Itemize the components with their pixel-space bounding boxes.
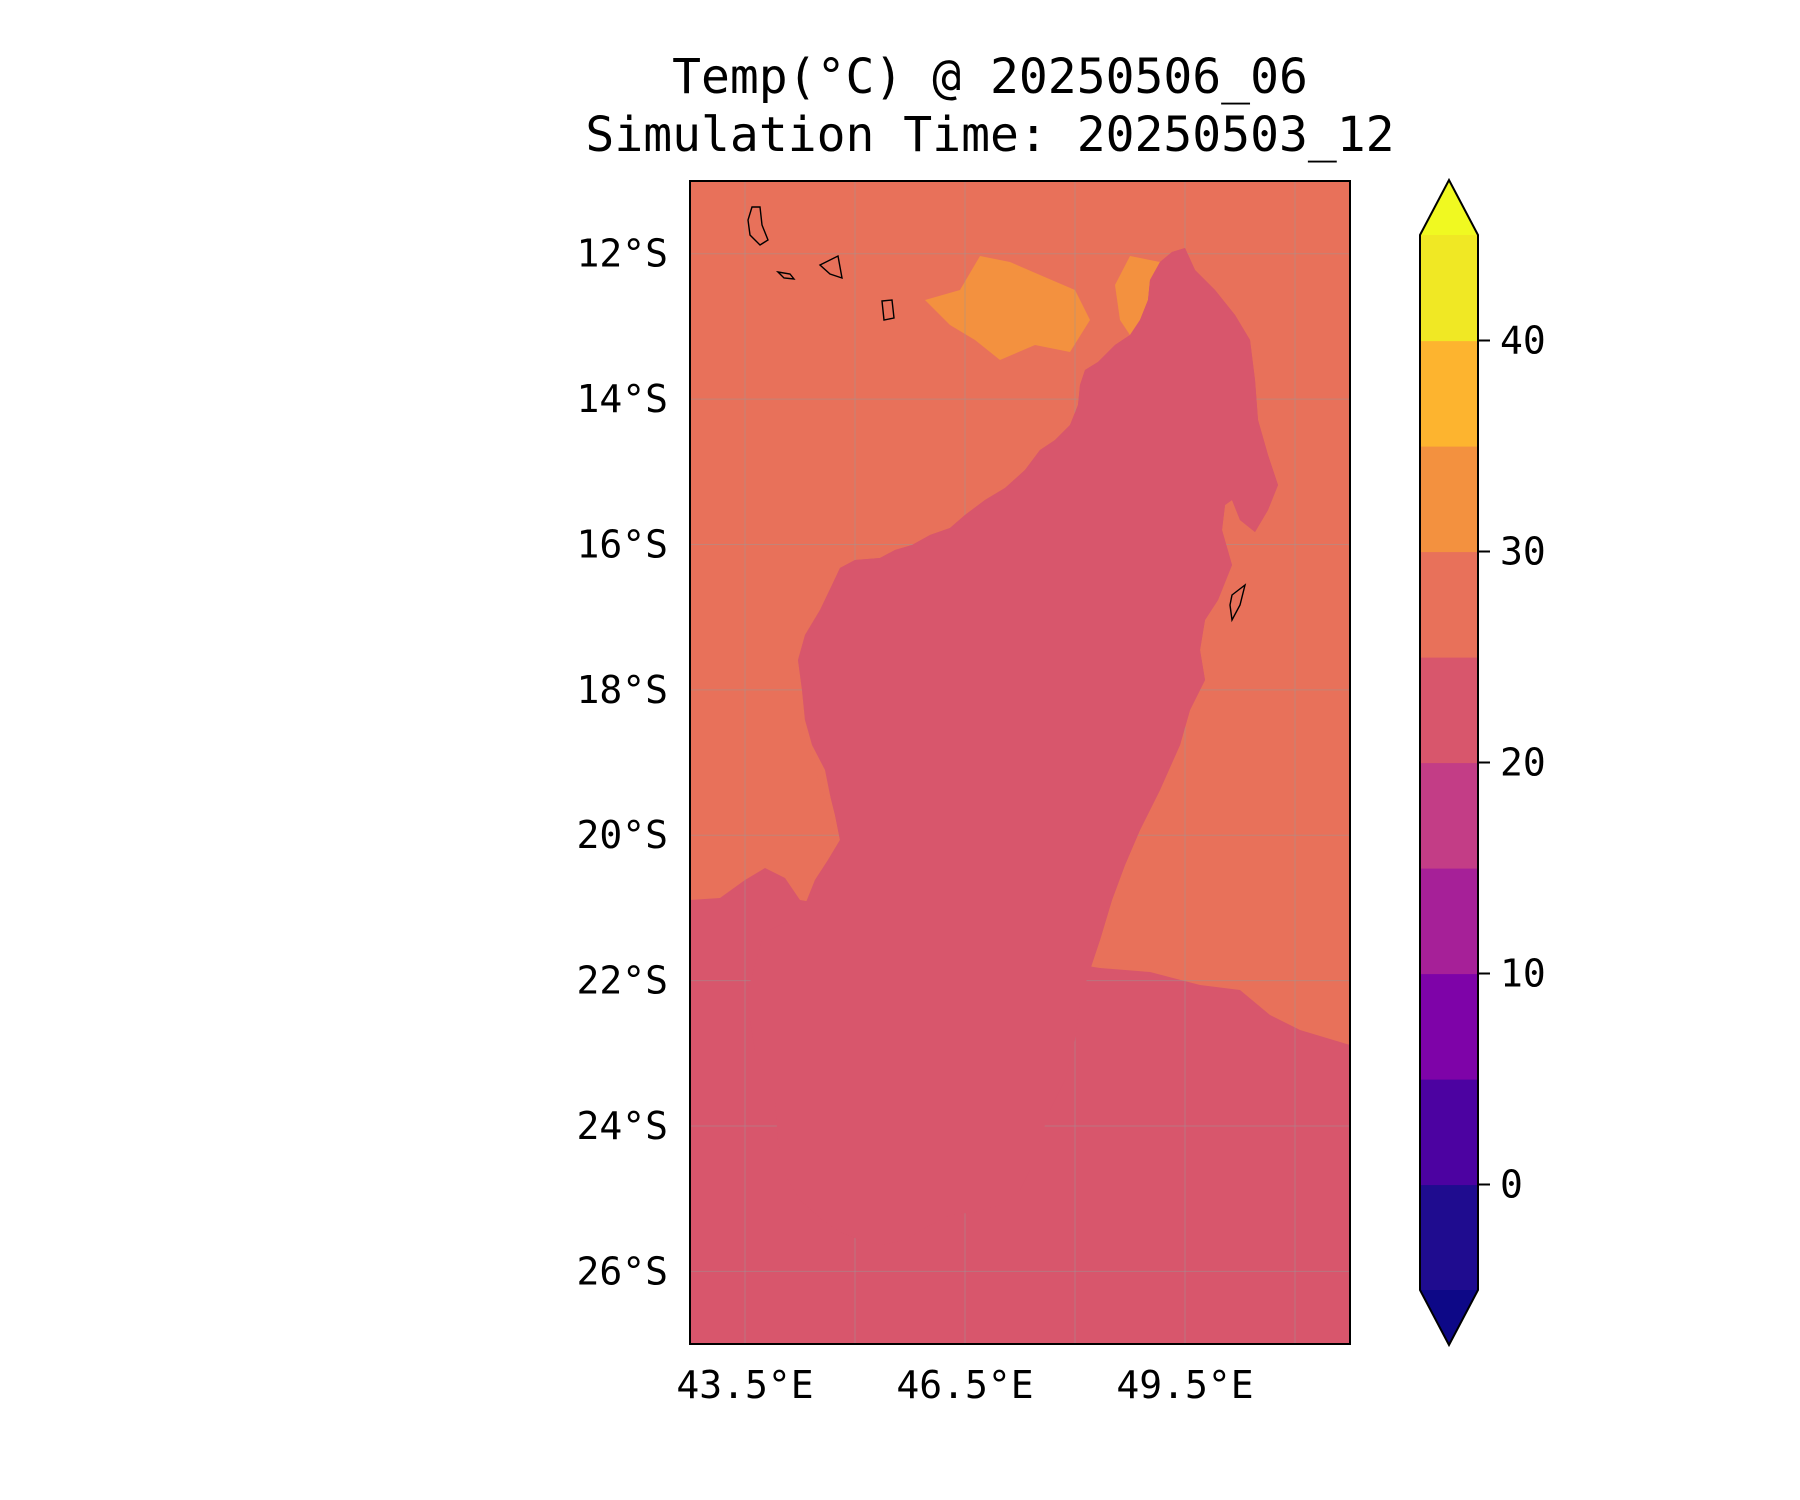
colorbar-tick-label: 0 [1500, 1163, 1523, 1207]
lat-tick-label: 16°S [576, 522, 668, 566]
colorbar-tick-label: 20 [1500, 741, 1546, 785]
colorbar-under-arrow [1420, 1290, 1478, 1345]
map-frame [689, 180, 1351, 1345]
lon-tick-label: 49.5°E [1116, 1363, 1253, 1407]
northern-warm-patch [925, 256, 1090, 360]
lat-tick-label: 26°S [576, 1249, 668, 1293]
lat-tick-label: 22°S [576, 959, 668, 1003]
colorbar-tick-label: 10 [1500, 952, 1546, 996]
colorbar: 0 10 20 30 40 [1419, 177, 1546, 1348]
colorbar-segment [1420, 551, 1478, 658]
colorbar-segment [1420, 446, 1478, 553]
ile-sainte-marie-outline [1229, 583, 1247, 623]
anjouan-outline [818, 254, 843, 280]
title-line-simulation-time: Simulation Time: 20250503_12 [585, 107, 1395, 163]
map-title: Temp(°C) @ 20250506_06 Simulation Time: … [540, 48, 1440, 164]
lon-tick-label: 43.5°E [676, 1363, 813, 1407]
colorbar-segment [1420, 1184, 1478, 1291]
colorbar-segment [1420, 868, 1478, 975]
grande-comore-outline [747, 206, 769, 246]
colorbar-outline [1419, 177, 1479, 1348]
lat-tick-label: 12°S [576, 232, 668, 276]
lat-tick-label: 18°S [576, 668, 668, 712]
lon-tick-label: 46.5°E [896, 1363, 1033, 1407]
colorbar-over-arrow [1420, 180, 1478, 235]
comoros-islands [747, 206, 895, 321]
colorbar-tick-label: 40 [1500, 319, 1546, 363]
colorbar-segment [1420, 235, 1478, 342]
title-line-valid-time: Temp(°C) @ 20250506_06 [672, 49, 1308, 105]
moheli-outline [775, 270, 796, 280]
colorbar-segment [1420, 1079, 1478, 1186]
colorbar-tick-label: 30 [1500, 530, 1546, 574]
lat-tick-label: 24°S [576, 1104, 668, 1148]
latitude-tick-labels: 12°S 14°S 16°S 18°S 20°S 22°S 24°S 26°S [576, 232, 668, 1294]
lat-tick-label: 14°S [576, 377, 668, 421]
longitude-tick-labels: 43.5°E 46.5°E 49.5°E [676, 1363, 1253, 1407]
colorbar-segment [1420, 340, 1478, 447]
colorbar-segment [1420, 762, 1478, 869]
colorbar-segment [1420, 657, 1478, 764]
colorbar-segment [1420, 973, 1478, 1080]
mayotte-outline [881, 299, 895, 321]
lat-tick-label: 20°S [576, 813, 668, 857]
